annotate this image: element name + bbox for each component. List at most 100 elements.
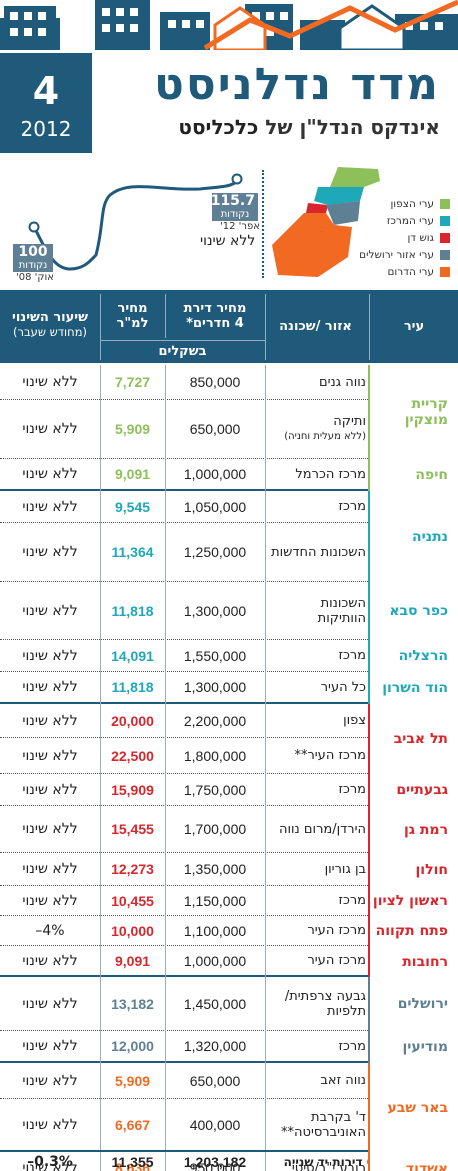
table-row: תל אביב צפון 2,200,000 20,000 ללא שינוי <box>0 704 458 774</box>
city-name: הרצליה <box>370 640 458 672</box>
footer-price: 1,203,182 <box>183 1153 247 1170</box>
neighborhood-name: הירדן/מרום נווה <box>278 821 366 837</box>
column-line <box>165 977 166 1031</box>
price-per-sqm: 5,909 <box>114 421 151 437</box>
column-line <box>265 774 266 806</box>
header-city: עיר <box>403 319 425 334</box>
skyline-banner <box>0 0 458 50</box>
table-row: הרצליה מרכז 1,550,000 14,091 ללא שינוי <box>0 640 458 672</box>
trend-line-chart <box>28 173 243 271</box>
change-rate: ללא שינוי <box>22 679 78 695</box>
apartment-price: 1,750,000 <box>183 781 247 798</box>
issue-year: 2012 <box>20 117 72 141</box>
header-change: שיעור השינוי (מחודש שעבר) <box>0 290 100 363</box>
header-price-line1: מחיר דירת <box>183 301 247 316</box>
column-line <box>165 1099 166 1152</box>
change-rate: ללא שינוי <box>22 647 78 664</box>
price-per-sqm: 10,455 <box>111 892 154 909</box>
apartment-price: 400,000 <box>189 1117 241 1133</box>
header-title-block: מדד נדלניסט אינדקס הנדל"ן של כלכליסט <box>92 53 458 153</box>
price-per-sqm: 11,818 <box>111 679 154 695</box>
column-line <box>165 1031 166 1063</box>
legend-item: ערי אזור ירושלים <box>320 246 450 263</box>
change-rate: ללא שינוי <box>22 1072 78 1089</box>
neighborhood-name: מרכז <box>338 648 366 663</box>
price-per-sqm: 6,667 <box>114 1117 151 1133</box>
change-rate: ללא שינוי <box>22 1160 78 1171</box>
column-line <box>100 640 101 672</box>
city-color-bar <box>368 853 370 886</box>
column-line <box>265 672 266 704</box>
city-color-bar <box>368 946 370 977</box>
neighborhood-cell: מרכז <box>270 640 368 671</box>
apartment-price: 2,200,000 <box>183 712 247 729</box>
neighborhood-cell: הירדן/מרום נווה <box>270 806 368 852</box>
column-line <box>165 806 166 853</box>
neighborhood-cell: בן גוריון <box>270 853 368 885</box>
city-name: רחובות <box>370 946 458 977</box>
neighborhood-cell: מרכז העיר** <box>270 738 368 773</box>
city-name: ראשון לציון <box>370 886 458 916</box>
neighborhood-cell: מרכז העיר <box>270 916 368 945</box>
table-row: ראשון לציון מרכז 1,150,000 10,455 ללא שינוי <box>0 886 458 916</box>
table-row: השכונות החדשות 1,250,000 11,364 ללא שינוי <box>0 523 458 582</box>
trend-end-point <box>231 173 243 185</box>
column-line <box>100 523 101 582</box>
city-color-bar <box>368 1063 370 1152</box>
table-header: עיר אזור /שכונה מחיר דירת 4 חדרים* מחיר … <box>0 290 458 363</box>
apartment-price: 1,350,000 <box>183 861 247 877</box>
table-row: אשדוד רובע י"ב/סיטי 950,000 8,636 ללא שינוי <box>0 1152 458 1171</box>
header-price: מחיר דירת 4 חדרים* <box>165 290 265 342</box>
header-sqm-line1: מחיר <box>117 301 148 316</box>
city-color-bar <box>368 977 370 1031</box>
section-divider <box>262 170 264 278</box>
neighborhood-name: רובע י"ב/סיטי <box>291 1160 366 1171</box>
neighborhood-cell: ד' בקרבת האוניברסיטה** <box>270 1099 368 1151</box>
table-row: רמת גן הירדן/מרום נווה 1,700,000 15,455 ללא … <box>0 806 458 853</box>
price-per-sqm: 13,182 <box>111 995 154 1012</box>
column-line <box>100 946 101 977</box>
change-rate: ללא שינוי <box>22 747 78 764</box>
trend-start-date: אוק' 08' <box>16 272 54 283</box>
neighborhood-cell: רובע י"ב/סיטי <box>270 1152 368 1171</box>
table-row: מרכז העיר** 1,800,000 22,500 ללא שינוי <box>0 738 458 774</box>
city-color-bar <box>368 774 370 806</box>
column-line <box>100 916 101 946</box>
price-per-sqm: 5,909 <box>114 1072 151 1089</box>
column-line <box>100 886 101 916</box>
change-rate: ללא שינוי <box>22 952 78 969</box>
city-name: חולון <box>370 853 458 886</box>
column-line <box>265 400 266 459</box>
column-line <box>265 977 266 1031</box>
neighborhood-cell: השכונות הוותיקות <box>270 582 368 639</box>
change-rate: 4%– <box>35 922 65 939</box>
price-per-sqm: 10,000 <box>111 922 154 939</box>
city-color-bar <box>368 916 370 946</box>
neighborhood-name: מרכז <box>338 1038 366 1054</box>
price-per-sqm: 9,545 <box>114 498 151 515</box>
city-color-bar <box>368 886 370 916</box>
trend-end-date: אפר' 12' <box>220 221 260 232</box>
column-line <box>165 640 166 672</box>
apartment-price: 1,050,000 <box>183 498 247 515</box>
neighborhood-name: ותיקה <box>333 414 366 429</box>
column-line <box>165 1152 166 1171</box>
legend-swatch <box>440 198 450 209</box>
apartment-price: 1,150,000 <box>183 892 247 909</box>
city-color-bar <box>368 1031 370 1063</box>
neighborhood-name: מרכז <box>338 893 366 908</box>
change-rate: ללא שינוי <box>22 374 78 390</box>
price-per-sqm: 14,091 <box>111 647 154 664</box>
change-rate: ללא שינוי <box>22 1038 78 1054</box>
neighborhood-cell: נווה זאב <box>270 1063 368 1098</box>
neighborhood-name: נווה זאב <box>320 1073 366 1088</box>
issue-box: 4 2012 <box>0 53 92 153</box>
neighborhood-name: השכונות הוותיקות <box>317 595 366 626</box>
footer-sqm: 11,355 <box>111 1153 154 1170</box>
column-line <box>165 774 166 806</box>
legend-label: ערי הצפון <box>390 197 434 210</box>
neighborhood-cell: ותיקה (ללא מעלית וחניה) <box>270 400 368 458</box>
city-color-bar <box>368 459 370 491</box>
city-color-bar <box>368 582 370 640</box>
trend-start-tag: 100 נקודות <box>13 244 53 272</box>
